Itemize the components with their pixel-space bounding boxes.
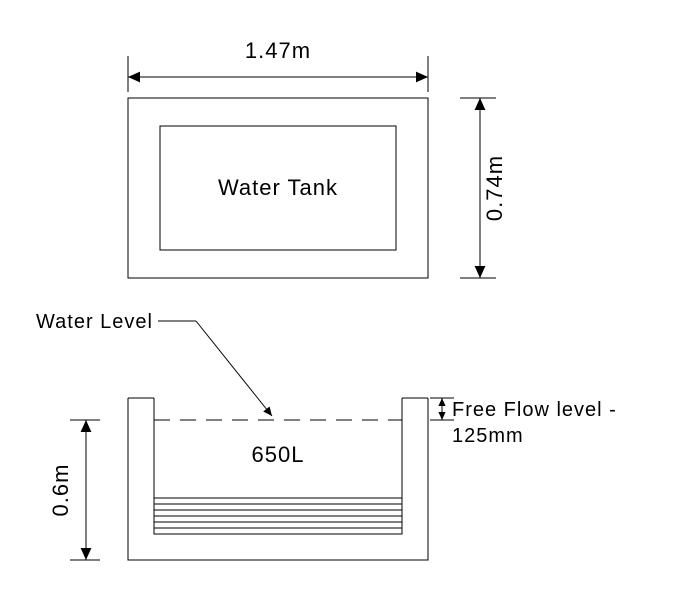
free-flow-label-1: Free Flow level - — [452, 399, 617, 421]
capacity-label: 650L — [252, 442, 305, 467]
section-outer — [128, 398, 428, 560]
dim-height-label: 0.6m — [48, 464, 73, 517]
water-level-callout-label: Water Level — [36, 311, 153, 333]
dim-width-label: 1.47m — [245, 38, 311, 63]
free-flow-label-2: 125mm — [452, 425, 524, 447]
tank-label: Water Tank — [218, 175, 338, 200]
dim-depth-label: 0.74m — [482, 155, 507, 221]
